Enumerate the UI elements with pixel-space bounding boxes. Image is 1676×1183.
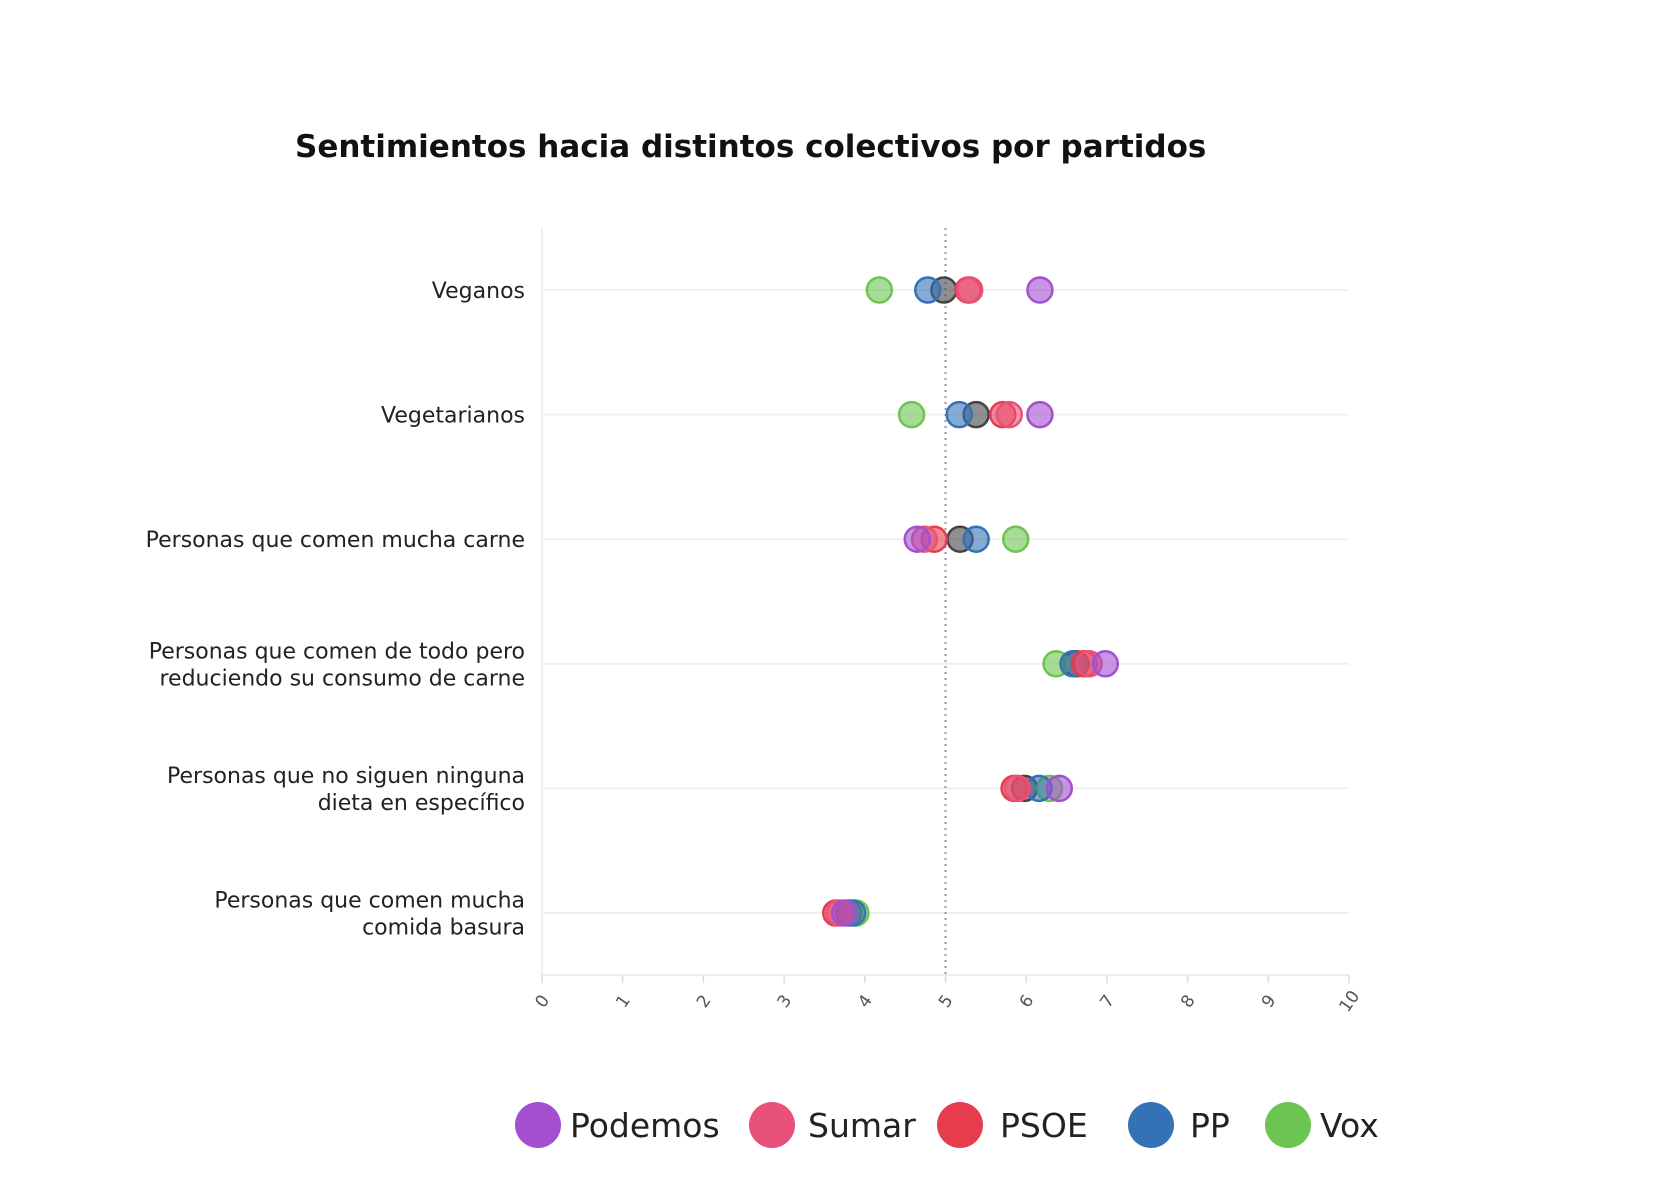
x-tick-label: 6 <box>1016 991 1039 1011</box>
x-tick-label: 10 <box>1335 987 1364 1016</box>
category-label: Veganos <box>432 279 525 304</box>
legend-item-podemos: Podemos <box>515 1102 720 1148</box>
data-point-podemos <box>903 525 932 553</box>
x-tick-label: 9 <box>1258 991 1281 1011</box>
legend-label: Sumar <box>808 1106 916 1145</box>
data-point-podemos <box>1091 650 1120 678</box>
legend-label: Podemos <box>570 1106 720 1145</box>
category-label: dieta en específico <box>318 791 525 816</box>
legend-item-sumar: Sumar <box>749 1102 916 1148</box>
data-point-vox <box>897 400 926 429</box>
category-label: Personas que comen mucha <box>214 889 525 914</box>
plot-area: 0 1 2 3 4 5 6 7 8 9 10 Veganos Vegetarianos Personas … <box>146 228 1364 1016</box>
legend-label: Vox <box>1320 1106 1379 1145</box>
data-point-pp <box>945 400 973 429</box>
chart-title: Sentimientos hacia distintos colectivos … <box>295 129 1206 165</box>
x-tick-label: 0 <box>532 991 555 1011</box>
legend-swatch <box>515 1102 561 1148</box>
x-tick-label: 4 <box>854 991 877 1011</box>
legend-swatch <box>1128 1102 1174 1148</box>
data-point-podemos <box>1026 400 1054 429</box>
legend-item-vox: Vox <box>1265 1102 1379 1148</box>
category-label: reduciendo su consumo de carne <box>159 666 525 691</box>
legend: Podemos Sumar PSOE PP Vox <box>515 1102 1379 1148</box>
data-point-podemos <box>830 899 859 927</box>
x-tick-label: 1 <box>612 991 635 1011</box>
data-point-podemos <box>1045 774 1074 803</box>
legend-label: PSOE <box>1000 1106 1088 1145</box>
x-tick-label: 7 <box>1096 991 1119 1011</box>
x-tick-label: 5 <box>935 991 958 1011</box>
legend-swatch <box>749 1102 795 1148</box>
x-tick-label: 3 <box>774 991 797 1011</box>
legend-item-pp: PP <box>1128 1102 1230 1148</box>
data-point-pp <box>913 276 942 304</box>
x-tick-label: 8 <box>1177 991 1200 1011</box>
legend-item-psoe: PSOE <box>937 1102 1088 1148</box>
x-tick-label: 2 <box>693 991 716 1011</box>
legend-label: PP <box>1190 1106 1230 1145</box>
data-point-pp <box>962 525 990 553</box>
category-label: Personas que comen de todo pero <box>149 639 525 664</box>
data-point-sumar <box>995 400 1024 429</box>
category-label: comida basura <box>362 916 525 941</box>
data-point-sumar <box>955 276 984 304</box>
legend-swatch <box>937 1102 983 1148</box>
category-label: Personas que comen mucha carne <box>146 528 525 553</box>
category-label: Personas que no siguen ninguna <box>167 764 525 789</box>
legend-swatch <box>1265 1102 1311 1148</box>
data-point-vox <box>865 276 894 304</box>
data-point-sumar <box>1003 774 1032 803</box>
data-point-vox <box>1001 525 1030 553</box>
category-label: Vegetarianos <box>381 404 525 429</box>
data-point-podemos <box>1026 276 1054 304</box>
